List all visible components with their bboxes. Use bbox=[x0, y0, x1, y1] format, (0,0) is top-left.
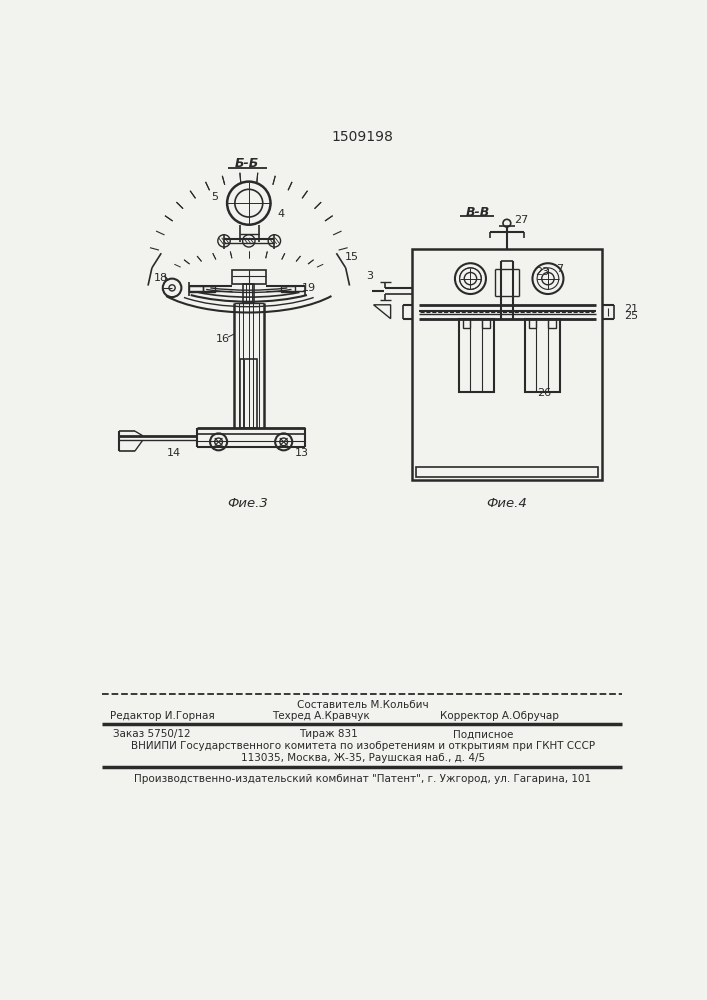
Bar bbox=[459, 319, 493, 392]
Bar bbox=[525, 319, 559, 392]
Text: 13: 13 bbox=[296, 448, 309, 458]
Text: ВНИИПИ Государственного комитета по изобретениям и открытиям при ГКНТ СССР: ВНИИПИ Государственного комитета по изоб… bbox=[131, 741, 595, 751]
Text: 25: 25 bbox=[624, 311, 638, 321]
Text: 26: 26 bbox=[537, 388, 551, 398]
Bar bbox=[529, 319, 537, 328]
Text: 16: 16 bbox=[216, 334, 230, 344]
Text: 113035, Москва, Ж-35, Раушская наб., д. 4/5: 113035, Москва, Ж-35, Раушская наб., д. … bbox=[240, 753, 485, 763]
Text: 21: 21 bbox=[624, 304, 638, 314]
Text: 27: 27 bbox=[514, 215, 528, 225]
Bar bbox=[240, 359, 257, 428]
Text: 1509198: 1509198 bbox=[332, 130, 394, 144]
Text: 4: 4 bbox=[277, 209, 284, 219]
Text: 18: 18 bbox=[153, 273, 168, 283]
Bar bbox=[462, 319, 470, 328]
Bar bbox=[232, 270, 266, 284]
Text: 15: 15 bbox=[345, 252, 359, 262]
Bar bbox=[203, 286, 215, 292]
Bar bbox=[281, 286, 296, 292]
Text: Редактор И.Горная: Редактор И.Горная bbox=[110, 711, 214, 721]
Bar bbox=[482, 319, 490, 328]
Text: 3: 3 bbox=[366, 271, 373, 281]
Text: Тираж 831: Тираж 831 bbox=[299, 729, 358, 739]
Text: 14: 14 bbox=[167, 448, 181, 458]
Text: Заказ 5750/12: Заказ 5750/12 bbox=[113, 729, 191, 739]
Text: 19: 19 bbox=[302, 283, 316, 293]
Bar bbox=[416, 466, 598, 477]
Bar bbox=[548, 319, 556, 328]
Text: Производственно-издательский комбинат "Патент", г. Ужгород, ул. Гагарина, 101: Производственно-издательский комбинат "П… bbox=[134, 774, 591, 784]
Text: В-В: В-В bbox=[465, 206, 489, 219]
Bar bbox=[243, 284, 255, 303]
Text: Фие.4: Фие.4 bbox=[486, 497, 527, 510]
Text: 7: 7 bbox=[556, 264, 563, 274]
Text: Фие.3: Фие.3 bbox=[227, 497, 268, 510]
Text: Подписное: Подписное bbox=[453, 729, 514, 739]
Bar bbox=[412, 249, 602, 480]
Text: 5: 5 bbox=[211, 192, 218, 202]
Text: 23: 23 bbox=[534, 267, 549, 277]
Text: Составитель М.Кольбич: Составитель М.Кольбич bbox=[297, 700, 428, 710]
Text: Корректор А.Обручар: Корректор А.Обручар bbox=[440, 711, 559, 721]
Bar bbox=[189, 286, 203, 292]
Text: Б-Б: Б-Б bbox=[235, 157, 259, 170]
Text: Техред А.Кравчук: Техред А.Кравчук bbox=[272, 711, 370, 721]
